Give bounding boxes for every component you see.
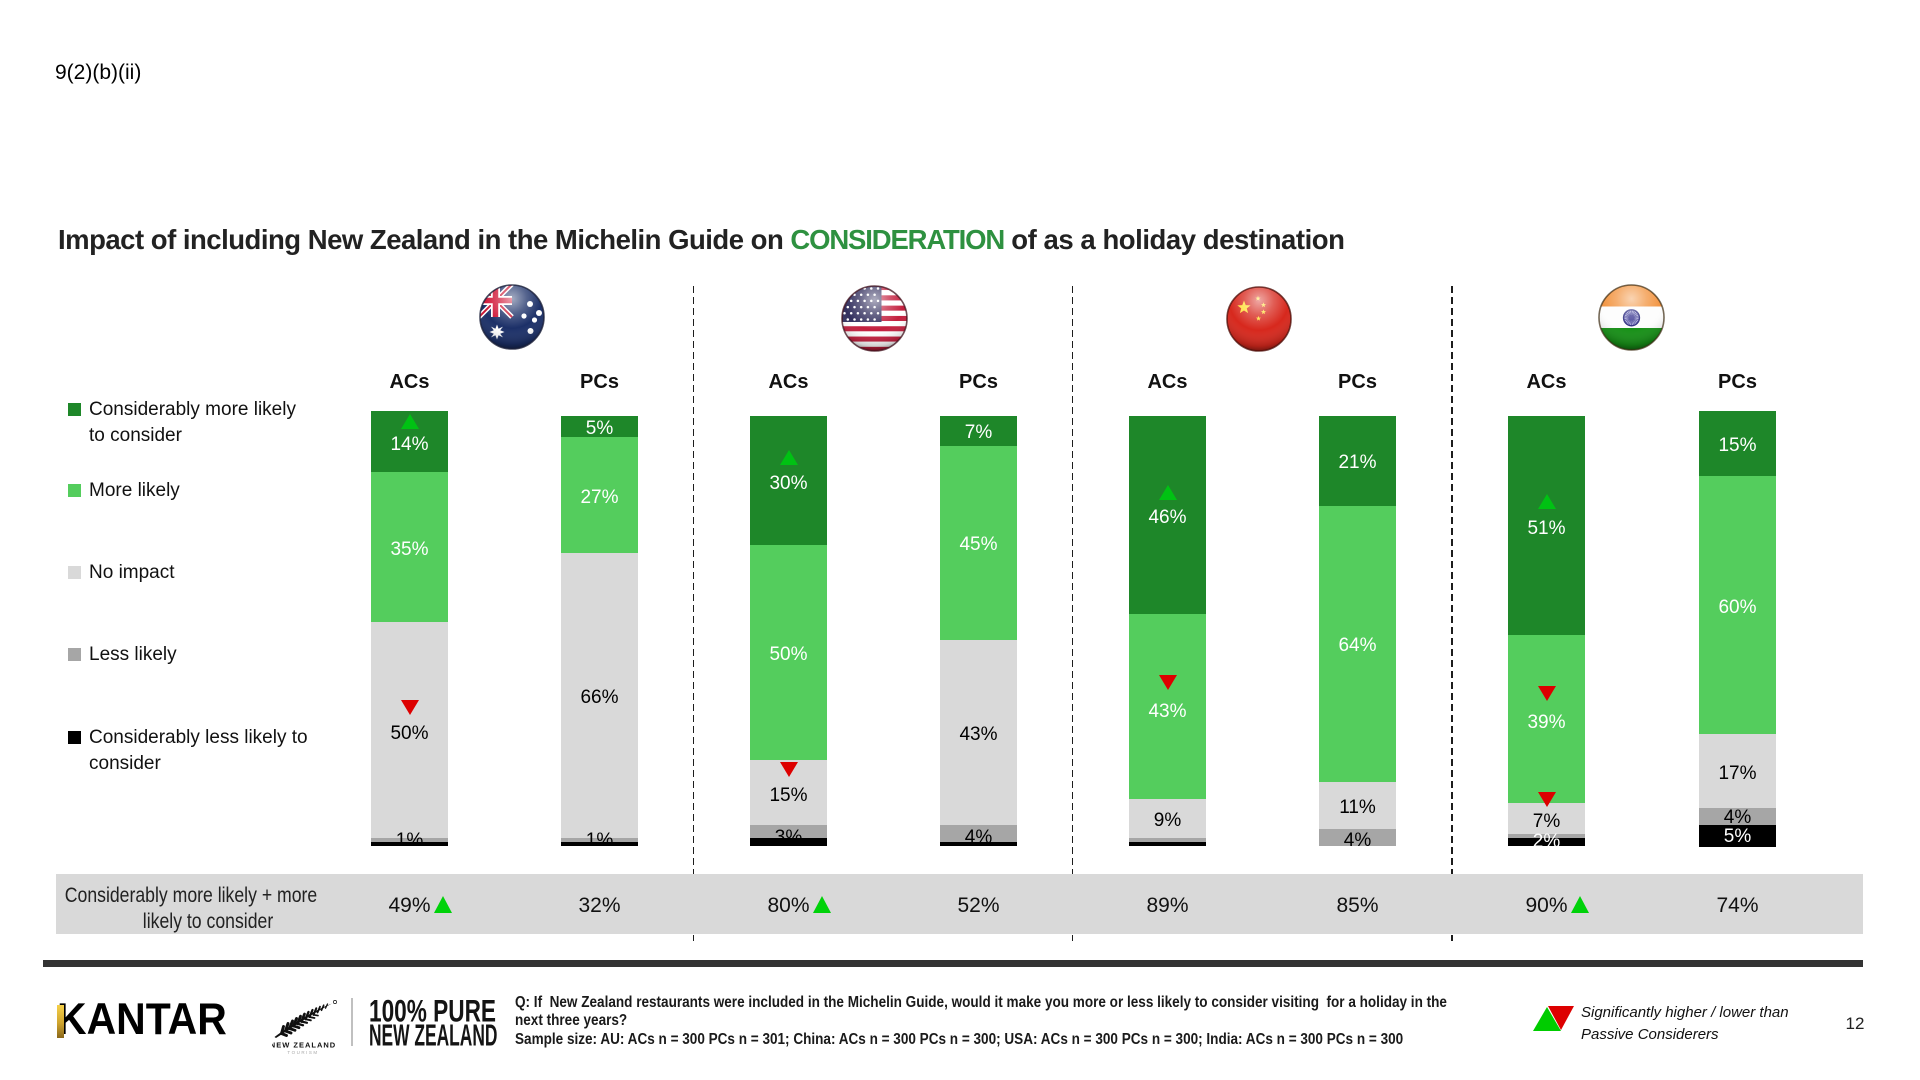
svg-text:NEW ZEALAND: NEW ZEALAND — [272, 1041, 336, 1050]
svg-text:TOURISM: TOURISM — [287, 1050, 318, 1055]
